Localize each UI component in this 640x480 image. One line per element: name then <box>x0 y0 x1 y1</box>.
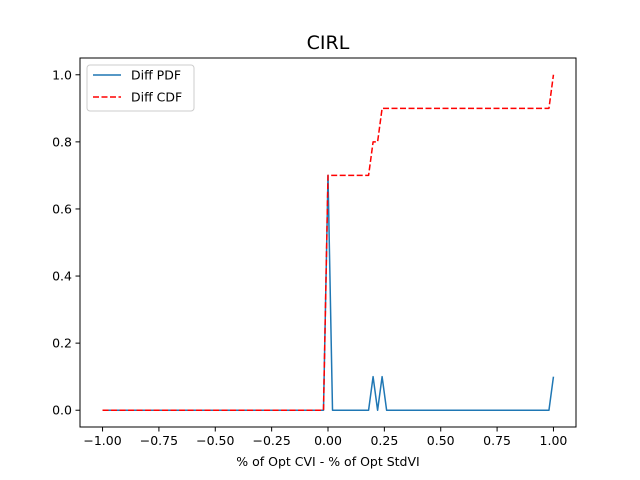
y-tick-label: 1.0 <box>52 67 72 82</box>
y-tick-label: 0.2 <box>52 336 72 351</box>
x-tick-label: −1.00 <box>83 433 121 448</box>
x-tick-label: −0.25 <box>252 433 290 448</box>
x-tick-label: 0.75 <box>483 433 511 448</box>
legend-label-diff-cdf: Diff CDF <box>131 90 182 105</box>
chart-title: CIRL <box>307 32 350 54</box>
x-tick-label: 1.00 <box>540 433 568 448</box>
y-tick-label: 0.6 <box>52 201 72 216</box>
x-tick-label: 0.50 <box>427 433 455 448</box>
legend: Diff PDF Diff CDF <box>86 64 195 112</box>
x-tick-label: −0.75 <box>140 433 178 448</box>
x-tick-label: 0.25 <box>370 433 398 448</box>
legend-box <box>86 64 195 112</box>
legend-label-diff-pdf: Diff PDF <box>131 68 181 83</box>
x-axis-label: % of Opt CVI - % of Opt StdVI <box>236 454 419 469</box>
y-tick-label: 0.0 <box>52 403 72 418</box>
y-axis: 0.0 0.2 0.4 0.6 0.8 1.0 <box>52 67 80 418</box>
y-tick-label: 0.8 <box>52 134 72 149</box>
y-tick-label: 0.4 <box>52 269 72 284</box>
x-tick-label: 0.00 <box>314 433 342 448</box>
plot-lines <box>102 74 555 411</box>
x-tick-label: −0.50 <box>196 433 234 448</box>
x-axis: −1.00 −0.75 −0.50 −0.25 0.00 0.25 0.50 0.75 1.00 <box>83 427 567 448</box>
series-line-diff-cdf <box>102 74 555 411</box>
plot-frame <box>79 57 577 428</box>
